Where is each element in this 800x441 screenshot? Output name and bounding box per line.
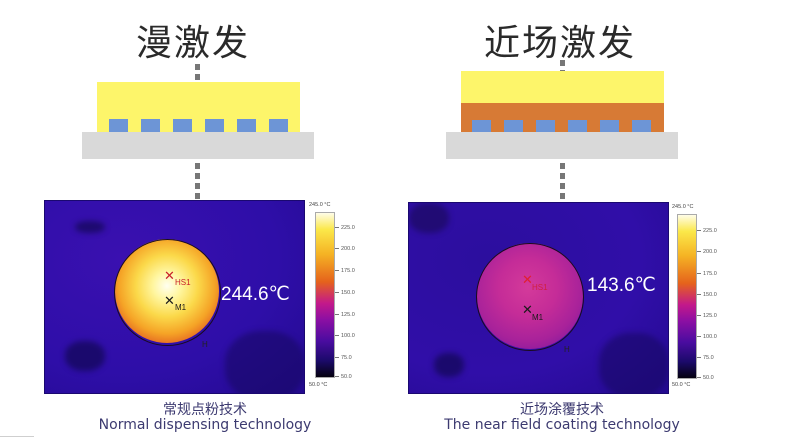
phosphor-glue-layer [97,82,300,132]
thermal-background-shape [599,333,668,393]
colorbar-gradient [315,212,335,378]
led-chip [600,120,619,133]
colorbar-max-label: 245.0 °C [672,204,694,210]
hotspot-label: HS1 [175,278,191,287]
led-chip [536,120,555,133]
thermal-background-shape [225,331,304,393]
measure-point-marker-icon: ✕ [164,293,175,308]
thermal-image: ✕ HS1 ✕ M1 H 244.6℃ [44,200,305,394]
led-chip [109,119,128,132]
panel-title: 漫激发 [136,23,251,64]
measurement-circle [476,243,584,351]
led-chip [269,119,288,132]
measure-point-label: M1 [175,303,187,312]
led-chip [237,119,256,132]
led-chip [568,120,587,133]
colorbar-tick: 100.0 [697,334,717,340]
led-chip [472,120,491,133]
measurement-circle [114,239,221,346]
led-chip [504,120,523,133]
caption-chinese: 近场涂覆技术 [520,402,604,418]
thermal-background-shape [75,221,105,233]
colorbar-tick: 75.0 [335,355,352,361]
hotspot-marker-icon: ✕ [522,272,533,287]
colorbar-tick: 50.0 [335,374,352,380]
circle-label: H [564,345,570,354]
colorbar-gradient [677,214,697,379]
thermal-background-shape [434,353,464,377]
measure-point-label: M1 [532,313,544,322]
colorbar-tick: 75.0 [697,355,714,361]
substrate [82,132,314,159]
measure-point-marker-icon: ✕ [522,302,533,317]
center-dashed-line [560,60,565,72]
colorbar-tick: 125.0 [335,312,355,318]
caption-english: The near field coating technology [444,417,680,433]
max-temperature: 143.6℃ [587,275,656,296]
colorbar-tick: 150.0 [697,292,717,298]
led-chip [173,119,192,132]
colorbar-min-label: 50.0 °C [672,382,691,388]
phosphor-layer [461,71,664,103]
colorbar-tick: 200.0 [697,249,717,255]
center-dashed-line [195,64,200,82]
colorbar-tick: 100.0 [335,333,355,339]
colorbar-min-label: 50.0 °C [309,382,328,388]
led-chip [205,119,224,132]
thermal-background-shape [409,203,449,233]
center-dashed-line [560,163,565,201]
colorbar-tick: 225.0 [697,228,717,234]
colorbar-tick: 175.0 [697,271,717,277]
caption-chinese: 常规点粉技术 [163,402,247,418]
colorbar-tick: 175.0 [335,268,355,274]
colorbar-tick: 125.0 [697,313,717,319]
panel-title: 近场激发 [484,23,637,64]
thermal-background-shape [65,341,105,371]
substrate [446,132,678,159]
hotspot-label: HS1 [532,283,548,292]
thermal-image: ✕ HS1 ✕ M1 H 143.6℃ [408,202,669,394]
led-chip [141,119,160,132]
led-chip [632,120,651,133]
near-field-coating-layer [461,103,664,132]
circle-label: H [202,340,208,349]
colorbar-tick: 50.0 [697,375,714,381]
colorbar-tick: 200.0 [335,246,355,252]
max-temperature: 244.6℃ [221,284,290,305]
colorbar-tick: 150.0 [335,290,355,296]
hotspot-marker-icon: ✕ [164,268,175,283]
caption-english: Normal dispensing technology [98,417,312,433]
colorbar-max-label: 245.0 °C [309,202,331,208]
center-dashed-line [195,163,200,199]
divider [0,436,34,437]
colorbar-tick: 225.0 [335,225,355,231]
